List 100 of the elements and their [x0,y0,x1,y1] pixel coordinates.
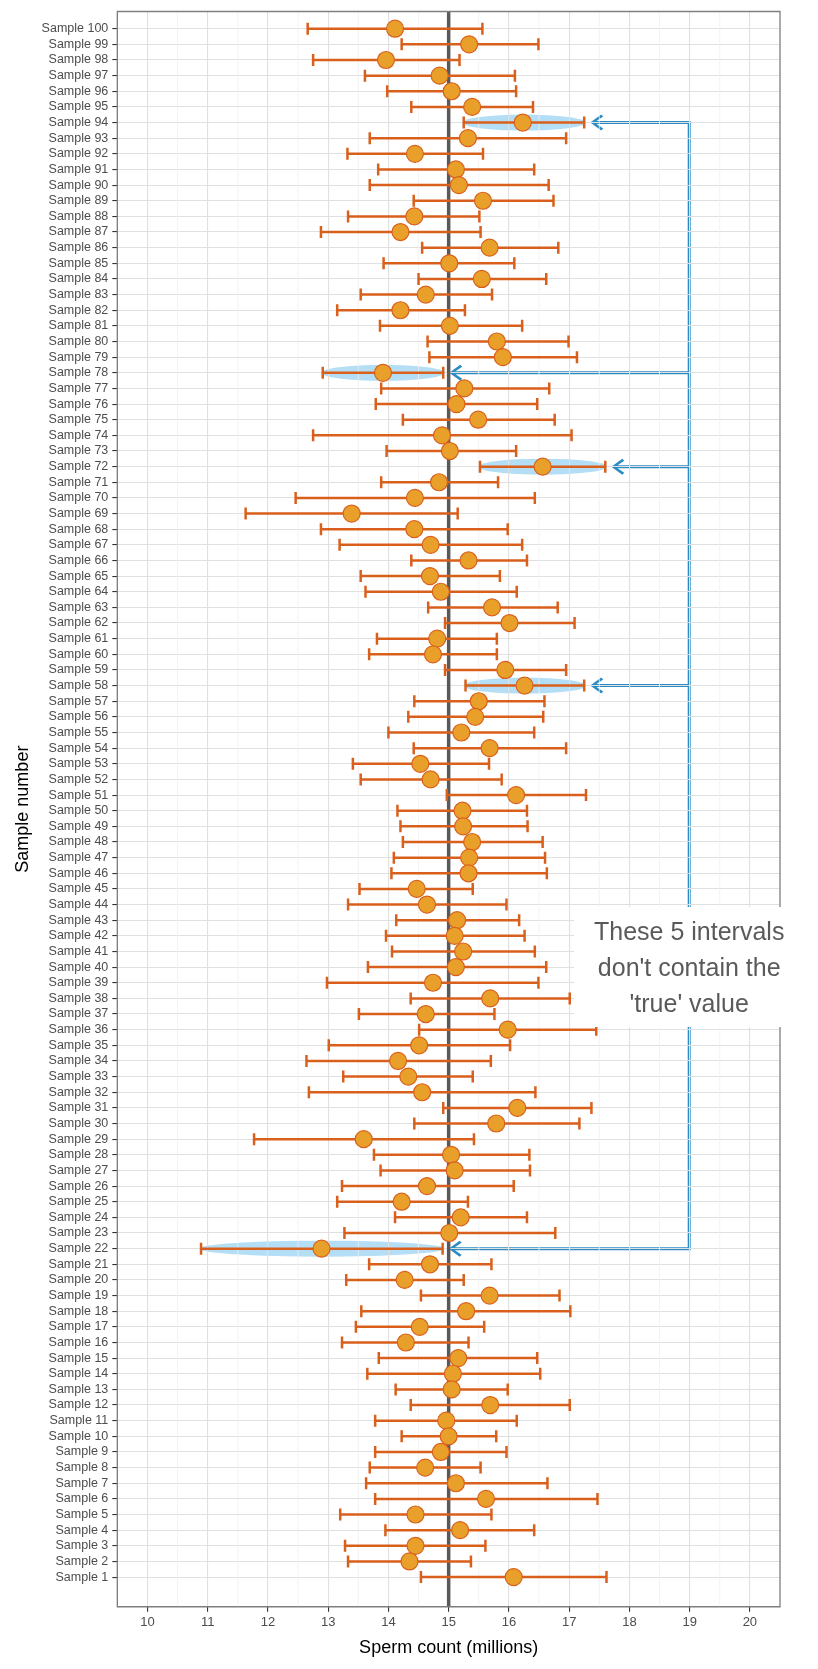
y-tick-label: Sample 19 [48,1288,109,1303]
y-tick-label: Sample 15 [48,1350,109,1365]
y-tick-label: Sample 87 [48,224,109,239]
y-tick-label: Sample 88 [48,208,109,223]
y-tick-label: Sample 39 [48,975,109,990]
y-tick-label: Sample 93 [48,130,109,145]
y-tick-label: Sample 80 [48,333,109,348]
x-tick-label: 17 [561,1614,577,1630]
y-tick-label: Sample 24 [48,1209,109,1224]
y-tick-label: Sample 18 [48,1303,109,1318]
y-tick-label: Sample 70 [48,490,109,505]
y-tick-label: Sample 42 [48,928,109,943]
y-tick-label: Sample 25 [48,1194,109,1209]
y-tick-label: Sample 40 [48,959,109,974]
y-tick-label: Sample 90 [48,177,109,192]
x-tick-label: 18 [622,1614,637,1630]
x-tick-label: 20 [742,1614,758,1630]
y-tick-label: Sample 50 [48,803,109,818]
y-tick-label: Sample 81 [48,318,109,333]
y-tick-label: Sample 26 [48,1178,109,1193]
y-tick-label: Sample 23 [48,1225,109,1240]
x-tick-label: 16 [501,1614,517,1630]
y-tick-label: Sample 17 [48,1319,109,1334]
y-tick-label: Sample 98 [48,52,109,67]
y-tick-label: Sample 69 [48,506,109,520]
y-tick-label: Sample 2 [55,1553,109,1568]
y-tick-label: Sample 33 [48,1069,109,1084]
y-tick-label: Sample 89 [48,193,109,208]
y-tick-label: Sample 11 [49,1413,109,1428]
y-tick-label: Sample 63 [48,599,109,614]
y-tick-label: Sample 55 [48,724,109,739]
y-tick-label: Sample 71 [48,474,109,489]
y-tick-label: Sample 8 [55,1460,109,1475]
y-tick-label: Sample 82 [48,302,109,317]
y-tick-label: Sample 62 [48,615,109,630]
x-tick-label: 12 [260,1614,276,1630]
y-tick-label: Sample 76 [48,396,109,411]
y-tick-label: Sample 61 [48,631,109,646]
y-tick-label: Sample 3 [55,1538,109,1553]
y-tick-label: Sample 46 [48,865,109,880]
y-tick-label: Sample 78 [48,365,109,380]
y-tick-label: Sample 47 [48,850,109,865]
y-tick-label: Sample 48 [48,834,109,849]
y-tick-label: Sample 67 [48,537,109,552]
y-tick-label: Sample 9 [55,1444,109,1459]
y-tick-label: Sample 83 [48,287,109,302]
y-tick-label: Sample 96 [48,83,109,98]
y-tick-label: Sample 49 [48,818,109,833]
y-tick-label: Sample 94 [48,115,109,129]
x-tick-label: 14 [381,1614,396,1630]
y-tick-label: Sample 36 [48,1022,109,1037]
x-tick-label: 11 [200,1614,215,1630]
y-tick-label: Sample 5 [55,1506,109,1521]
y-tick-label: Sample 52 [48,771,109,786]
y-tick-label: Sample 20 [48,1272,109,1287]
y-tick-label: Sample 86 [48,240,109,255]
y-tick-label: Sample 59 [48,662,109,677]
y-tick-label: Sample 22 [48,1241,109,1256]
y-tick-label: Sample 31 [48,1100,109,1115]
y-tick-label: Sample 4 [55,1522,109,1537]
y-tick-label: Sample 75 [48,412,109,427]
y-tick-label: Sample 54 [48,740,109,755]
y-tick-label: Sample 16 [48,1334,109,1349]
y-tick-label: Sample 64 [48,584,109,599]
y-tick-label: Sample 30 [48,1115,109,1130]
y-tick-label: Sample 77 [48,380,109,395]
x-tick-label: 15 [441,1614,456,1630]
y-tick-label: Sample 72 [48,459,109,474]
y-tick-label: Sample 10 [48,1428,109,1443]
y-tick-label: Sample 68 [48,521,109,536]
y-tick-label: Sample 53 [48,756,109,771]
y-tick-label: Sample 56 [48,709,109,724]
y-tick-label: Sample 37 [48,1006,109,1021]
y-tick-label: Sample 51 [48,787,109,802]
y-tick-label: Sample 58 [48,678,109,693]
x-tick-label: 19 [682,1614,697,1630]
y-tick-label: Sample 85 [48,255,109,270]
y-tick-label: Sample 32 [48,1084,109,1099]
y-tick-label: Sample 7 [55,1475,109,1490]
y-tick-label: Sample 84 [48,271,109,286]
y-tick-label: Sample 74 [48,427,109,442]
y-tick-label: Sample 97 [48,68,109,83]
y-tick-label: Sample 28 [48,1147,109,1162]
y-tick-label: Sample 44 [48,897,109,912]
y-tick-label: Sample 100 [41,21,109,36]
y-tick-label: Sample 29 [48,1131,109,1146]
y-tick-label: Sample 60 [48,646,109,661]
y-axis-title: Sample number [11,745,32,873]
y-tick-label: Sample 1 [55,1569,109,1584]
y-tick-label: Sample 6 [55,1491,109,1506]
y-tick-label: Sample 38 [48,990,109,1005]
y-tick-label: Sample 57 [48,693,109,708]
x-tick-label: 10 [140,1614,155,1630]
y-tick-label: Sample 79 [48,349,109,364]
y-tick-label: Sample 99 [48,36,109,51]
y-tick-label: Sample 65 [48,568,109,583]
y-tick-label: Sample 21 [48,1256,109,1271]
y-tick-label: Sample 12 [48,1397,109,1412]
y-tick-label: Sample 43 [48,912,109,927]
y-tick-label: Sample 45 [48,881,109,896]
